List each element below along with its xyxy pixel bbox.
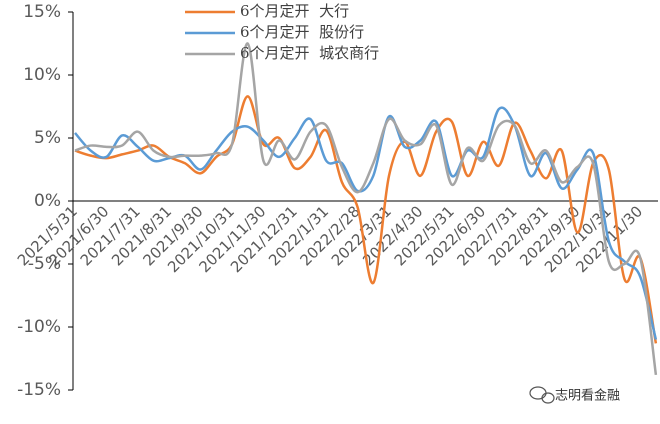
y-tick-label: -15% (17, 380, 61, 400)
y-tick-label: -5% (28, 254, 61, 274)
legend-label: 6个月定开 大行 (240, 2, 349, 20)
line (74, 42, 658, 376)
legend-label: 6个月定开 城农商行 (240, 44, 379, 62)
y-tick-label: 0% (34, 191, 61, 211)
legend-label: 6个月定开 股份行 (240, 23, 364, 41)
y-tick-label: -10% (17, 317, 61, 337)
y-tick-label: 10% (23, 65, 61, 85)
watermark: 志明看金融 (555, 388, 620, 404)
y-tick-label: 15% (23, 2, 61, 22)
y-tick-label: 5% (34, 128, 61, 148)
watermark-icon (529, 386, 555, 404)
